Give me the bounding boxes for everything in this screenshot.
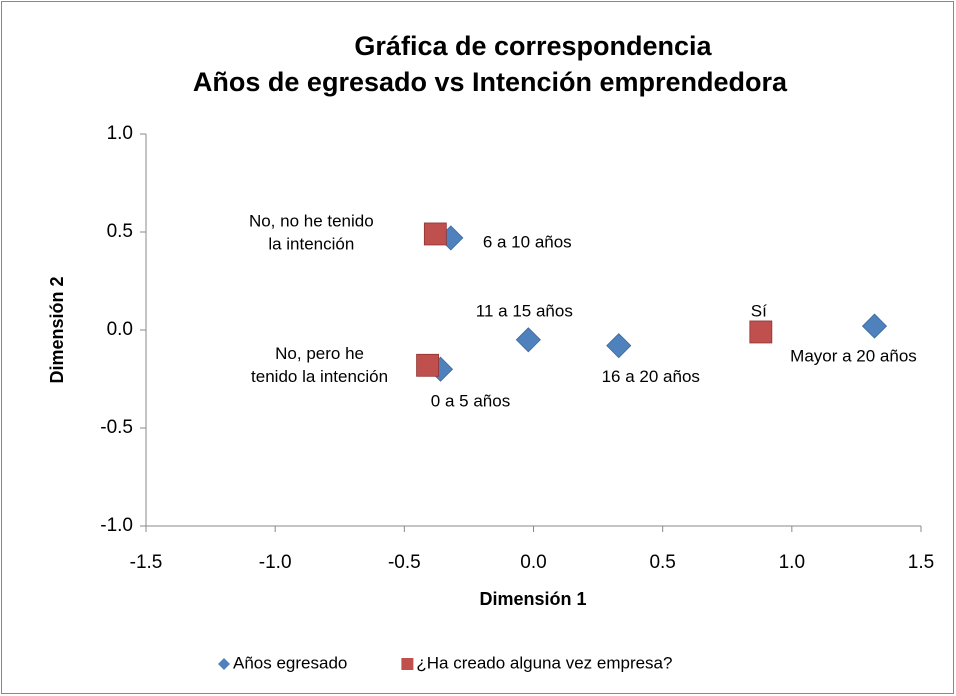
x-tick-label: 1.5 bbox=[908, 552, 934, 573]
point bbox=[606, 333, 632, 359]
point bbox=[749, 320, 773, 344]
point-label: 0 a 5 años bbox=[431, 392, 510, 411]
point bbox=[423, 222, 447, 246]
x-tick-label: -1.5 bbox=[130, 552, 163, 573]
y-tick-label: 0.5 bbox=[107, 221, 133, 242]
legend-marker bbox=[218, 658, 230, 670]
point-label: 16 a 20 años bbox=[602, 367, 700, 386]
chart-title: Años de egresado vs Intención emprendedo… bbox=[193, 67, 788, 97]
y-tick-label: -0.5 bbox=[100, 417, 133, 438]
x-tick-label: -1.0 bbox=[259, 552, 292, 573]
chart-title: Gráfica de correspondencia bbox=[354, 31, 712, 61]
legend-marker bbox=[401, 658, 414, 670]
y-tick-label: 1.0 bbox=[107, 123, 133, 144]
y-tick-label: -1.0 bbox=[100, 515, 133, 536]
point-label: 6 a 10 años bbox=[483, 232, 572, 251]
point bbox=[416, 353, 439, 377]
x-tick-label: 1.0 bbox=[779, 552, 805, 573]
x-axis-title: Dimensión 1 bbox=[479, 589, 586, 609]
legend-label: ¿Ha creado alguna vez empresa? bbox=[416, 653, 672, 672]
point-label: 11 a 15 años bbox=[476, 301, 573, 320]
point-label: Sí bbox=[751, 301, 767, 320]
x-tick-label: -0.5 bbox=[388, 552, 421, 573]
legend-label: Años egresado bbox=[233, 653, 347, 672]
x-tick-label: 0.5 bbox=[649, 552, 675, 573]
point-label: la intención bbox=[268, 234, 354, 253]
point bbox=[861, 313, 888, 339]
y-axis-title: Dimensión 2 bbox=[47, 276, 67, 383]
point-label: No, pero he bbox=[275, 344, 364, 363]
point-label: tenido la intención bbox=[251, 367, 388, 386]
point bbox=[515, 327, 541, 353]
x-tick-label: 0.0 bbox=[520, 552, 546, 573]
y-tick-label: 0.0 bbox=[107, 319, 133, 340]
point-label: No, no he tenido bbox=[249, 211, 374, 230]
point-label: Mayor a 20 años bbox=[790, 347, 917, 366]
